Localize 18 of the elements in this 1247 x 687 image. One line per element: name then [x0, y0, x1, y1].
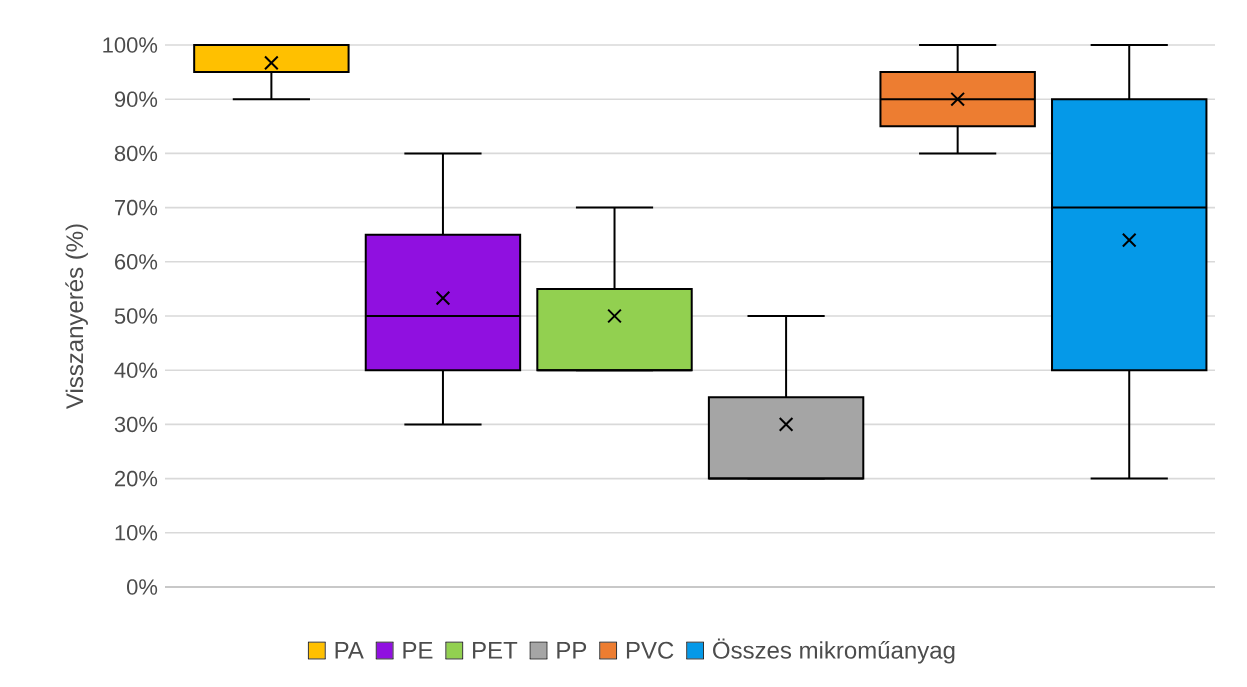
y-tick-label: 70% — [115, 199, 158, 216]
y-tick-label: 0% — [126, 579, 158, 595]
legend-label: Összes mikroműanyag — [713, 638, 955, 664]
y-tick-label: 100% — [103, 37, 158, 53]
legend-label: PA — [335, 642, 364, 659]
y-tick-label: 90% — [114, 91, 158, 107]
y-tick-label: 40% — [114, 362, 158, 378]
y-tick-label: 10% — [115, 525, 158, 541]
legend-label: PP — [557, 642, 587, 659]
y-tick-label: 50% — [114, 308, 158, 324]
y-tick-label: 80% — [114, 145, 158, 162]
y-tick-label: 20% — [115, 470, 158, 487]
legend-label: PE — [403, 642, 433, 659]
y-tick-label: 60% — [115, 254, 158, 270]
y-tick-label: 30% — [114, 416, 158, 433]
legend-label: PVC — [626, 641, 674, 659]
y-axis-title: Visszanyerés (%) — [65, 224, 88, 410]
legend-label: PET — [473, 642, 518, 659]
